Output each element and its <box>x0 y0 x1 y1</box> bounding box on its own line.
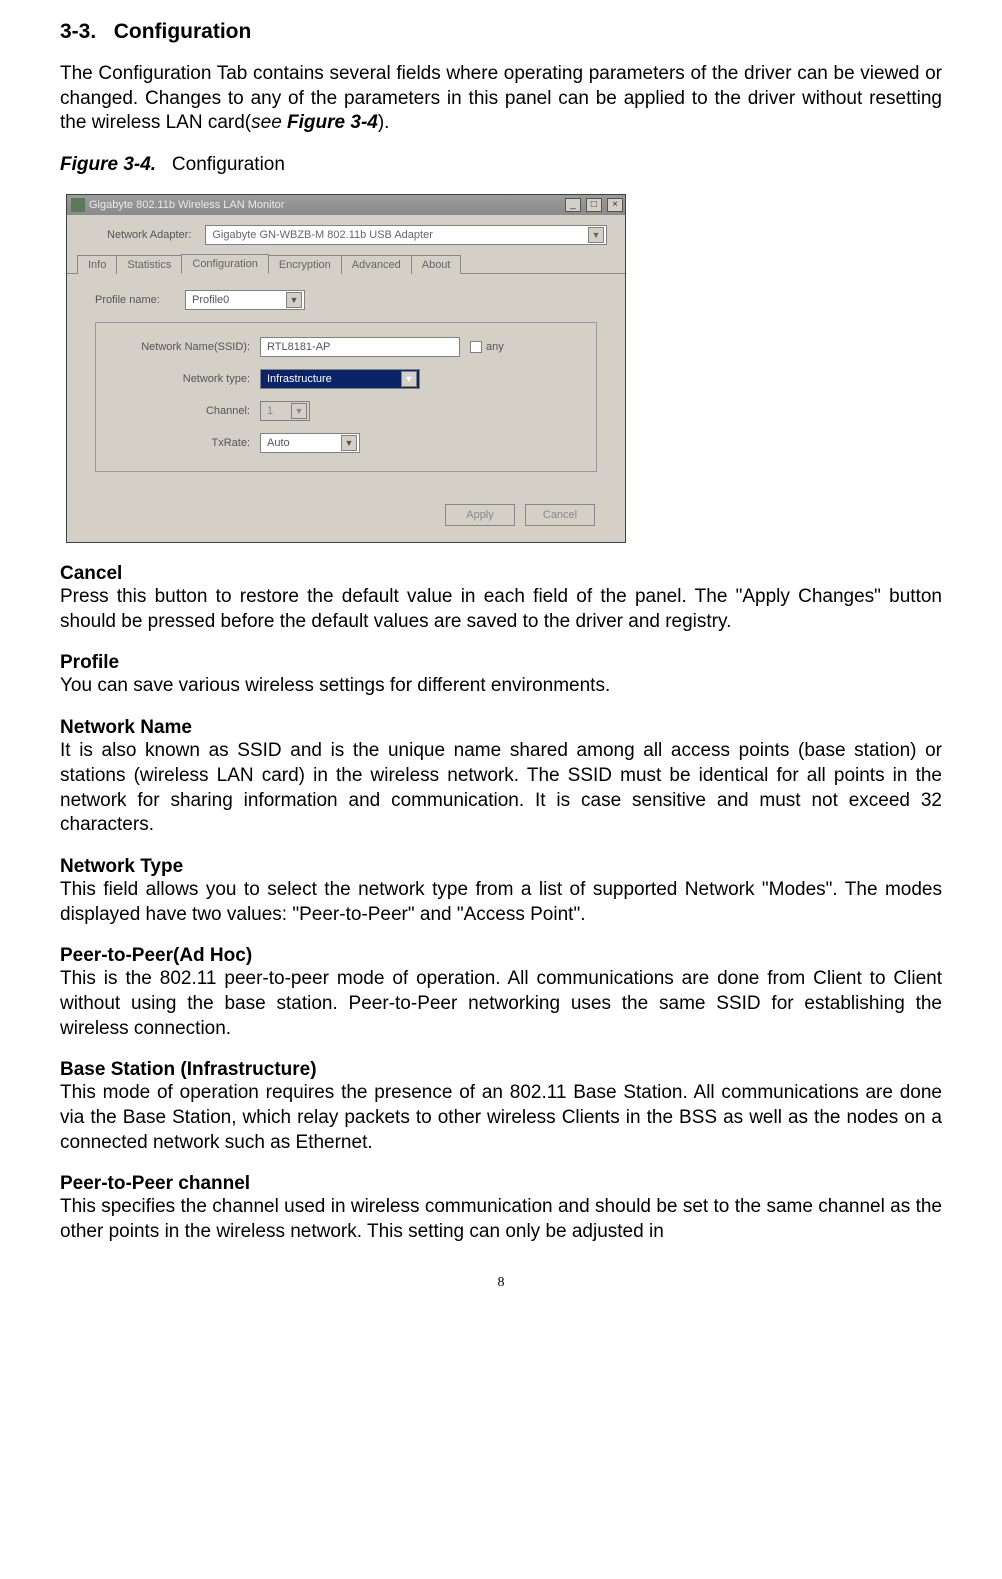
txrate-label: TxRate: <box>110 437 260 449</box>
txrate-select[interactable]: Auto ▼ <box>260 433 360 453</box>
network-name-heading: Network Name <box>60 717 942 739</box>
section-number: 3-3. <box>60 20 96 43</box>
tab-panel: Profile name: Profile0 ▼ Network Name(SS… <box>67 274 625 490</box>
network-type-select[interactable]: Infrastructure ▼ <box>260 369 420 389</box>
page-number: 8 <box>60 1275 942 1291</box>
network-type-text: This field allows you to select the netw… <box>60 878 942 927</box>
p2p-channel-text: This specifies the channel used in wirel… <box>60 1195 942 1244</box>
apply-button[interactable]: Apply <box>445 504 515 526</box>
chevron-down-icon: ▼ <box>401 371 417 387</box>
tab-statistics[interactable]: Statistics <box>116 255 182 274</box>
config-panel: Network Name(SSID): RTL8181-AP any Netwo… <box>95 322 597 472</box>
intro-paragraph: The Configuration Tab contains several f… <box>60 62 942 136</box>
profile-select[interactable]: Profile0 ▼ <box>185 290 305 310</box>
titlebar: Gigabyte 802.11b Wireless LAN Monitor _ … <box>67 195 625 215</box>
ssid-input[interactable]: RTL8181-AP <box>260 337 460 357</box>
section-heading: 3-3. Configuration <box>60 20 942 44</box>
minimize-button[interactable]: _ <box>565 198 581 212</box>
cancel-text: Press this button to restore the default… <box>60 585 942 634</box>
app-icon <box>71 198 85 212</box>
profile-value: Profile0 <box>192 294 229 306</box>
cancel-heading: Cancel <box>60 563 942 585</box>
base-station-heading: Base Station (Infrastructure) <box>60 1059 942 1081</box>
figure-caption-text: Configuration <box>172 154 285 175</box>
any-label: any <box>486 341 504 353</box>
network-type-label: Network type: <box>110 373 260 385</box>
profile-heading: Profile <box>60 652 942 674</box>
ssid-label: Network Name(SSID): <box>110 341 260 353</box>
channel-select: 1 ▼ <box>260 401 310 421</box>
tab-encryption[interactable]: Encryption <box>268 255 342 274</box>
tab-configuration[interactable]: Configuration <box>181 254 268 274</box>
chevron-down-icon: ▼ <box>286 292 302 308</box>
figure-number: Figure 3-4. <box>60 154 156 175</box>
network-type-value: Infrastructure <box>267 373 332 385</box>
p2p-channel-heading: Peer-to-Peer channel <box>60 1173 942 1195</box>
maximize-button[interactable]: □ <box>586 198 602 212</box>
tab-about[interactable]: About <box>411 255 462 274</box>
adapter-value: Gigabyte GN-WBZB-M 802.11b USB Adapter <box>212 229 433 241</box>
figure-caption: Figure 3-4. Configuration <box>60 154 942 176</box>
channel-label: Channel: <box>110 405 260 417</box>
tab-advanced[interactable]: Advanced <box>341 255 412 274</box>
profile-label: Profile name: <box>95 294 185 306</box>
section-title-text: Configuration <box>114 20 252 43</box>
tab-strip: Info Statistics Configuration Encryption… <box>67 253 625 274</box>
network-type-heading: Network Type <box>60 856 942 878</box>
cancel-button[interactable]: Cancel <box>525 504 595 526</box>
titlebar-text: Gigabyte 802.11b Wireless LAN Monitor <box>89 199 284 211</box>
chevron-down-icon: ▼ <box>588 227 604 243</box>
base-station-text: This mode of operation requires the pres… <box>60 1081 942 1155</box>
adapter-label: Network Adapter: <box>107 229 191 241</box>
p2p-text: This is the 802.11 peer-to-peer mode of … <box>60 967 942 1041</box>
p2p-heading: Peer-to-Peer(Ad Hoc) <box>60 945 942 967</box>
close-button[interactable]: × <box>607 198 623 212</box>
checkbox-icon <box>470 341 482 353</box>
tab-info[interactable]: Info <box>77 255 117 274</box>
adapter-select[interactable]: Gigabyte GN-WBZB-M 802.11b USB Adapter ▼ <box>205 225 607 245</box>
intro-text-a: The Configuration Tab contains several f… <box>60 63 942 133</box>
intro-see: see <box>251 112 287 133</box>
intro-text-b: ). <box>378 112 390 133</box>
profile-text: You can save various wireless settings f… <box>60 674 942 699</box>
intro-figure-ref: Figure 3-4 <box>287 112 378 133</box>
channel-value: 1 <box>267 405 273 417</box>
network-name-text: It is also known as SSID and is the uniq… <box>60 739 942 838</box>
window-controls: _ □ × <box>563 198 623 212</box>
app-window: Gigabyte 802.11b Wireless LAN Monitor _ … <box>66 194 626 543</box>
any-checkbox[interactable]: any <box>470 341 504 353</box>
chevron-down-icon: ▼ <box>291 403 307 419</box>
ssid-value: RTL8181-AP <box>267 341 330 353</box>
txrate-value: Auto <box>267 437 290 449</box>
screenshot-container: Gigabyte 802.11b Wireless LAN Monitor _ … <box>60 194 942 543</box>
chevron-down-icon: ▼ <box>341 435 357 451</box>
